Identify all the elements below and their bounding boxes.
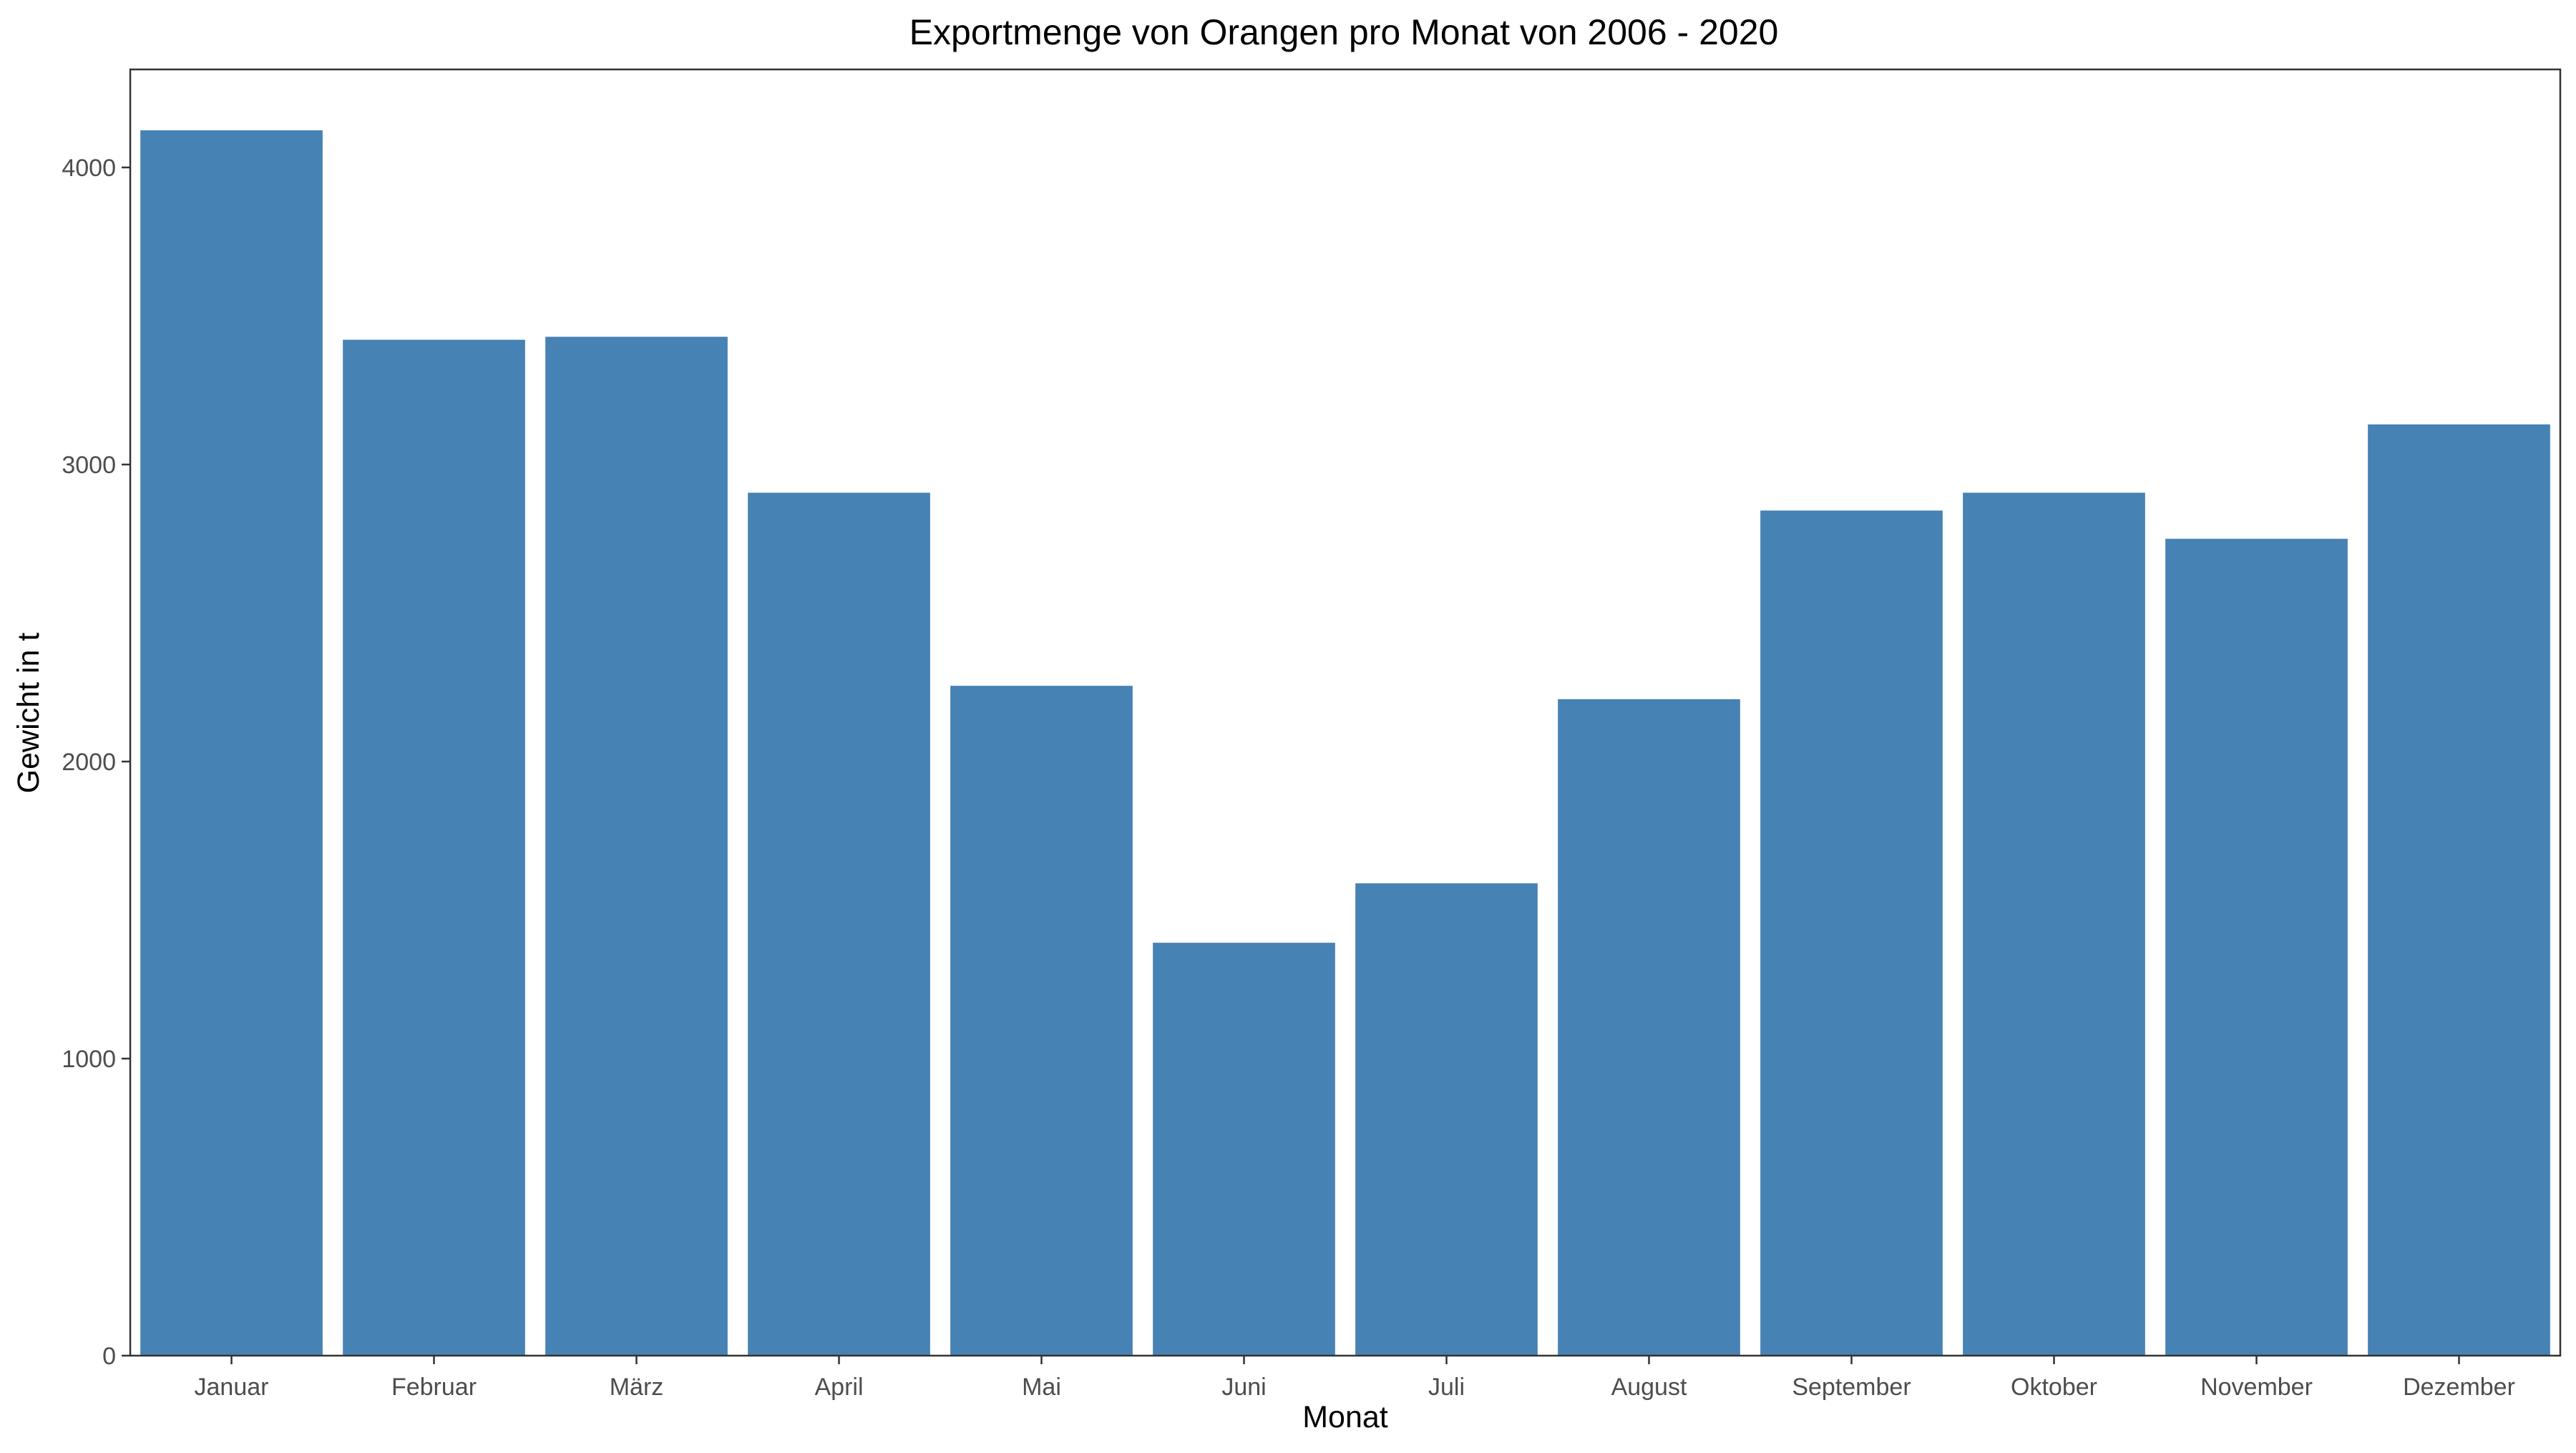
bar-juni [1153, 943, 1335, 1356]
x-axis-label: Monat [1302, 1400, 1388, 1434]
x-tick-label: November [2200, 1374, 2313, 1401]
x-tick-label: März [610, 1374, 664, 1401]
bar-juli [1355, 883, 1538, 1356]
bar-september [1760, 510, 1943, 1356]
y-axis-label: Gewicht in t [11, 633, 46, 794]
bar-märz [545, 336, 728, 1356]
y-tick-label: 1000 [62, 1046, 116, 1073]
x-axis: Januar Februar März April Mai Juni Juli August S… [195, 1356, 2515, 1401]
y-tick-label: 0 [102, 1343, 116, 1370]
y-tick-label: 2000 [62, 749, 116, 776]
x-tick-label: Juni [1221, 1374, 1266, 1401]
bar-august [1558, 699, 1740, 1356]
plot-panel-border [129, 68, 2562, 1357]
bar-oktober [1963, 492, 2145, 1356]
bar-april [748, 492, 930, 1356]
bar-januar [140, 130, 323, 1356]
y-axis: 0 1000 2000 3000 4000 [62, 155, 130, 1370]
x-tick-label: Februar [391, 1374, 477, 1401]
y-tick-label: 3000 [62, 452, 116, 479]
bars-layer [140, 130, 2550, 1356]
x-tick-label: Oktober [2011, 1374, 2097, 1401]
chart-title: Exportmenge von Orangen pro Monat von 20… [909, 12, 1779, 52]
x-tick-label: August [1611, 1374, 1687, 1401]
y-tick-label: 4000 [62, 155, 116, 182]
x-tick-label: Januar [195, 1374, 269, 1401]
bar-mai [950, 686, 1133, 1356]
bar-november [2165, 538, 2348, 1356]
x-tick-label: September [1792, 1374, 1911, 1401]
bar-dezember [2368, 424, 2550, 1356]
x-tick-label: Juli [1428, 1374, 1465, 1401]
x-tick-label: Dezember [2403, 1374, 2515, 1401]
x-tick-label: April [814, 1374, 863, 1401]
bar-februar [343, 339, 525, 1356]
x-tick-label: Mai [1022, 1374, 1061, 1401]
